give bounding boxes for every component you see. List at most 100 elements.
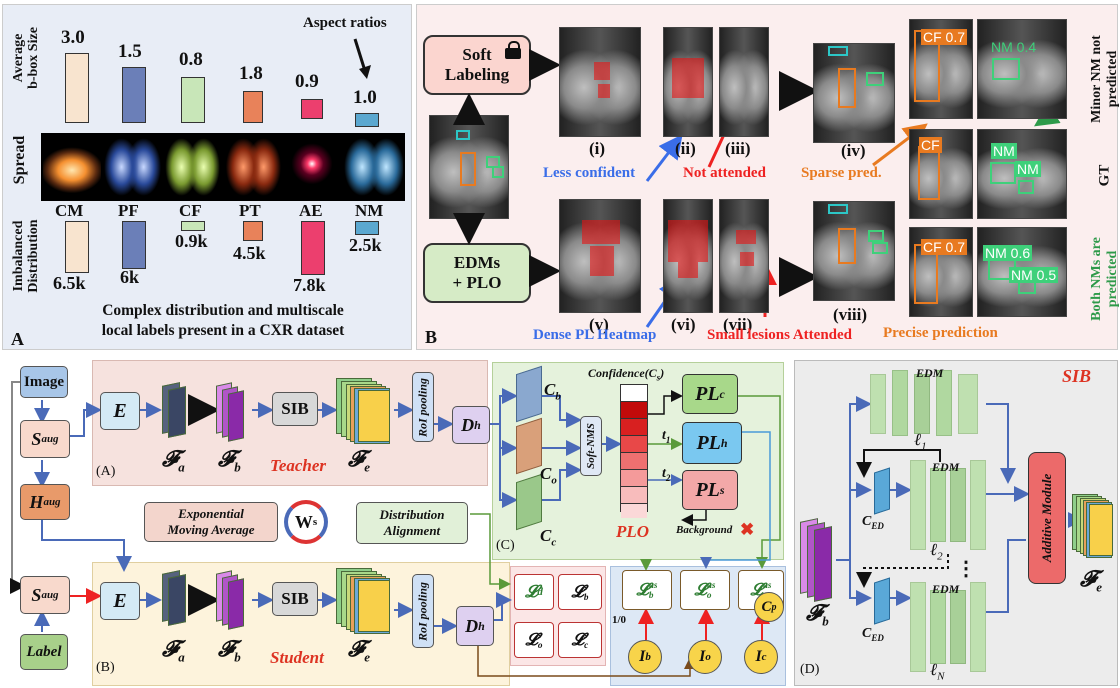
edms-plo-node: EDMs + PLO bbox=[423, 243, 531, 303]
spread-cm bbox=[43, 135, 101, 199]
panel-a: Average b-box Size Spread Imbalanced Distr… bbox=[2, 4, 412, 350]
size-nm: 1.0 bbox=[353, 87, 377, 108]
additive-module: Additive Module bbox=[1028, 452, 1066, 584]
xray-ii bbox=[663, 27, 713, 137]
soft-nms-node: Soft-NMS bbox=[580, 416, 602, 476]
crop-top-nm: NM 0.4 bbox=[991, 39, 1037, 55]
crop-bot-cf: CF 0.7 bbox=[921, 239, 968, 255]
ellipsis-dots: ⋮ bbox=[956, 558, 976, 580]
fe-sib-label: 𝓕e bbox=[1080, 566, 1103, 595]
panel-a-letter: A bbox=[11, 329, 24, 349]
count-ae: 7.8k bbox=[293, 275, 326, 295]
distribution-alignment-node: Distribution Alignment bbox=[356, 502, 468, 544]
size-bar-nm bbox=[355, 113, 379, 127]
roi-pooling-student: RoI pooling bbox=[412, 574, 434, 648]
count-pf: 6k bbox=[120, 267, 140, 287]
image-node: Image bbox=[20, 366, 68, 398]
xray-iii bbox=[719, 27, 769, 137]
fb-sib-label: 𝓕b bbox=[806, 600, 829, 629]
class-nm: NM bbox=[355, 201, 384, 220]
sparse-pred-label: Sparse pred. bbox=[801, 165, 882, 181]
size-cf: 0.8 bbox=[179, 49, 203, 70]
roman-ii: (ii) bbox=[675, 139, 696, 158]
size-cm: 3.0 bbox=[61, 27, 85, 48]
tag-c: (C) bbox=[496, 538, 515, 553]
panel-b-letter: B bbox=[425, 327, 438, 347]
size-pt: 1.8 bbox=[239, 63, 263, 84]
crop-bot-nm2: NM 0.5 bbox=[1009, 267, 1059, 283]
panel-a-caption: Complex distribution and multiscale local… bbox=[101, 302, 345, 339]
t1-label: t1 bbox=[662, 428, 671, 445]
size-pf: 1.5 bbox=[118, 41, 142, 62]
class-pf: PF bbox=[118, 201, 139, 220]
dist-bar-pt bbox=[243, 221, 263, 241]
ell-2: ℓ2 bbox=[930, 540, 943, 563]
fe-teacher bbox=[336, 378, 394, 444]
xray-viii bbox=[813, 201, 895, 301]
tag-d: (D) bbox=[800, 662, 820, 677]
spread-nm bbox=[343, 135, 403, 199]
background-cross-icon: ✖ bbox=[740, 520, 755, 539]
ced-block-1 bbox=[874, 467, 890, 515]
encoder-student: E bbox=[100, 582, 140, 620]
ced-label-1: CED bbox=[862, 514, 884, 531]
aspect-arrow bbox=[353, 38, 371, 79]
fe-label-student: 𝓕e bbox=[348, 636, 371, 665]
aspect-ratios-label: Aspect ratios bbox=[303, 15, 387, 31]
teacher-label: Teacher bbox=[270, 456, 327, 475]
precise-pred-label: Precise prediction bbox=[883, 325, 998, 341]
crop-mid-nm1: NM bbox=[991, 143, 1017, 159]
crop-mid-cf: CF bbox=[919, 137, 942, 153]
cc-label: Cc bbox=[540, 526, 557, 549]
soft-labeling-node: Soft Labeling bbox=[423, 35, 531, 95]
co-label: Co bbox=[540, 464, 557, 487]
input-xray bbox=[429, 115, 509, 219]
one-zero-label: 1/0 bbox=[612, 614, 627, 626]
count-pt: 4.5k bbox=[233, 243, 266, 263]
edm-label-n: EDM bbox=[932, 582, 960, 596]
fa-label-student: 𝓕a bbox=[162, 636, 185, 665]
pl-s-node: PL s bbox=[682, 470, 738, 510]
count-nm: 2.5k bbox=[349, 235, 382, 255]
tag-b: (B) bbox=[96, 660, 115, 675]
class-cm: CM bbox=[55, 201, 84, 220]
fe-student bbox=[336, 568, 394, 634]
size-bar-cm bbox=[65, 53, 89, 123]
sib-teacher: SIB bbox=[272, 392, 318, 426]
roman-viii: (viii) bbox=[833, 305, 867, 324]
dist-bar-ae bbox=[301, 221, 325, 275]
crop-mid-nm2: NM bbox=[1015, 161, 1041, 177]
student-label: Student bbox=[270, 648, 324, 667]
class-ae: AE bbox=[299, 201, 323, 220]
ced-label-2: CED bbox=[862, 626, 884, 643]
edm-label-1: EDM bbox=[916, 366, 944, 380]
edm-stack-n bbox=[910, 582, 988, 682]
roman-vi: (vi) bbox=[671, 315, 696, 334]
xray-vi bbox=[663, 199, 713, 313]
ced-block-2 bbox=[874, 577, 890, 625]
crop-top-cf: CF 0.7 bbox=[921, 29, 968, 45]
spread-pt bbox=[223, 135, 281, 199]
class-pt: PT bbox=[239, 201, 261, 220]
count-cm: 6.5k bbox=[53, 273, 86, 293]
size-bar-pf bbox=[122, 67, 146, 123]
cb-label: Cb bbox=[544, 380, 561, 403]
dist-bar-pf bbox=[122, 221, 146, 269]
roman-iv: (iv) bbox=[841, 141, 866, 160]
pl-h-node: PL h bbox=[682, 422, 742, 464]
ell-1: ℓ1 bbox=[914, 430, 927, 453]
crop-bot-nm1: NM 0.6 bbox=[983, 245, 1033, 261]
fe-label-teacher: 𝓕e bbox=[348, 446, 371, 475]
spread-pf bbox=[103, 135, 161, 199]
tag-a: (A) bbox=[96, 464, 116, 479]
